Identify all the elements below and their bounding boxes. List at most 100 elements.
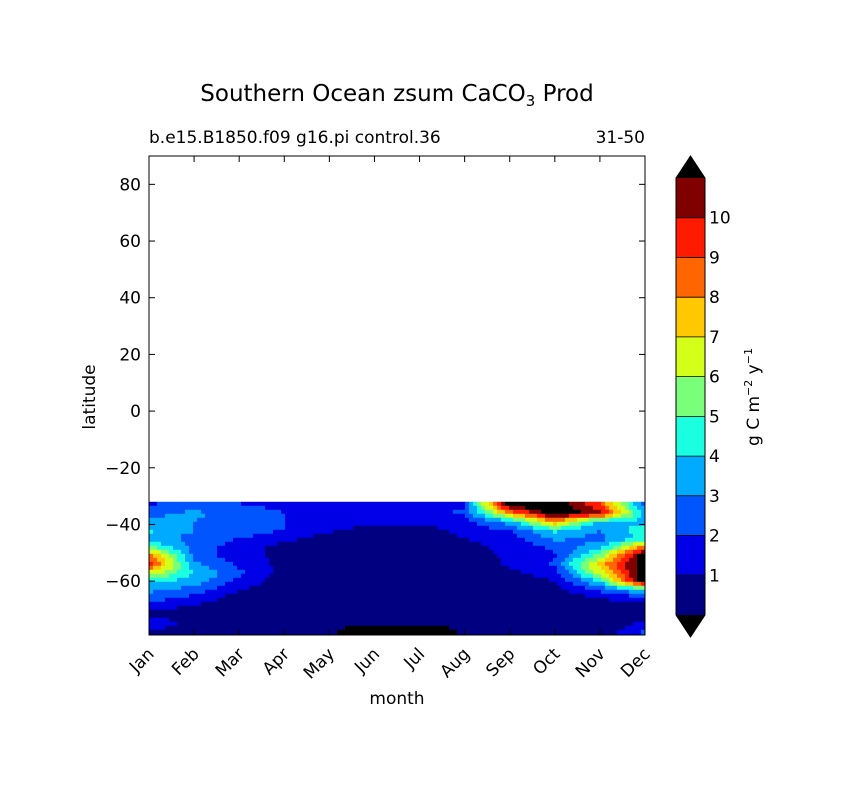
contour-cell — [153, 509, 158, 515]
contour-cell — [397, 621, 402, 627]
contour-cell — [393, 529, 398, 535]
contour-cell — [633, 601, 638, 607]
contour-cell — [341, 593, 346, 599]
contour-cell — [441, 565, 446, 571]
contour-cell — [197, 625, 202, 631]
contour-cell — [149, 509, 154, 515]
contour-cell — [189, 601, 194, 607]
contour-cell — [533, 533, 538, 539]
contour-cell — [549, 581, 554, 587]
contour-cell — [589, 501, 594, 507]
contour-cell — [629, 617, 634, 623]
contour-cell — [473, 593, 478, 599]
contour-cell — [497, 573, 502, 579]
contour-cell — [345, 609, 350, 615]
contour-cell — [581, 613, 586, 619]
contour-cell — [181, 625, 186, 631]
contour-cell — [465, 553, 470, 559]
contour-cell — [453, 601, 458, 607]
contour-cell — [197, 557, 202, 563]
contour-cell — [209, 525, 214, 531]
contour-cell — [553, 545, 558, 551]
contour-cell — [249, 597, 254, 603]
contour-cell — [269, 537, 274, 543]
contour-cell — [225, 565, 230, 571]
contour-cell — [281, 621, 286, 627]
contour-cell — [241, 509, 246, 515]
contour-cell — [153, 593, 158, 599]
contour-cell — [165, 593, 170, 599]
contour-cell — [501, 565, 506, 571]
contour-cell — [641, 577, 646, 583]
contour-cell — [641, 533, 646, 539]
contour-cell — [217, 593, 222, 599]
contour-cell — [585, 605, 590, 611]
contour-cell — [433, 521, 438, 527]
contour-cell — [293, 501, 298, 507]
contour-cell — [413, 601, 418, 607]
contour-cell — [221, 569, 226, 575]
contour-cell — [457, 581, 462, 587]
contour-cell — [629, 513, 634, 519]
contour-cell — [313, 621, 318, 627]
contour-cell — [265, 565, 270, 571]
contour-cell — [469, 529, 474, 535]
contour-cell — [341, 625, 346, 631]
contour-cell — [357, 521, 362, 527]
contour-cell — [297, 569, 302, 575]
contour-cell — [437, 597, 442, 603]
contour-cell — [613, 509, 618, 515]
contour-cell — [177, 585, 182, 591]
contour-cell — [305, 525, 310, 531]
contour-cell — [497, 549, 502, 555]
contour-cell — [249, 545, 254, 551]
contour-cell — [249, 577, 254, 583]
contour-cell — [461, 517, 466, 523]
contour-cell — [581, 585, 586, 591]
contour-cell — [501, 525, 506, 531]
contour-cell — [469, 617, 474, 623]
contour-cell — [517, 521, 522, 527]
contour-cell — [217, 589, 222, 595]
contour-cell — [465, 617, 470, 623]
contour-cell — [149, 617, 154, 623]
contour-cell — [565, 573, 570, 579]
contour-cell — [477, 557, 482, 563]
contour-cell — [449, 549, 454, 555]
contour-cell — [489, 573, 494, 579]
contour-cell — [477, 541, 482, 547]
contour-cell — [609, 609, 614, 615]
contour-cell — [453, 577, 458, 583]
contour-cell — [269, 505, 274, 511]
contour-cell — [597, 509, 602, 515]
contour-cell — [377, 549, 382, 555]
contour-cell — [621, 621, 626, 627]
contour-cell — [249, 585, 254, 591]
contour-cell — [497, 569, 502, 575]
contour-cell — [341, 597, 346, 603]
contour-cell — [237, 533, 242, 539]
contour-cell — [217, 541, 222, 547]
contour-cell — [297, 513, 302, 519]
contour-cell — [229, 509, 234, 515]
contour-cell — [421, 541, 426, 547]
contour-cell — [509, 557, 514, 563]
contour-cell — [369, 529, 374, 535]
contour-cell — [209, 565, 214, 571]
contour-cell — [301, 629, 306, 635]
contour-cell — [273, 505, 278, 511]
contour-cell — [517, 501, 522, 507]
contour-cell — [549, 613, 554, 619]
contour-cell — [573, 577, 578, 583]
contour-cell — [201, 529, 206, 535]
contour-cell — [597, 521, 602, 527]
contour-cell — [189, 605, 194, 611]
contour-cell — [517, 569, 522, 575]
contour-cell — [357, 597, 362, 603]
contour-cell — [621, 581, 626, 587]
contour-cell — [509, 621, 514, 627]
contour-cell — [493, 521, 498, 527]
contour-cell — [477, 565, 482, 571]
contour-cell — [629, 501, 634, 507]
contour-cell — [317, 533, 322, 539]
